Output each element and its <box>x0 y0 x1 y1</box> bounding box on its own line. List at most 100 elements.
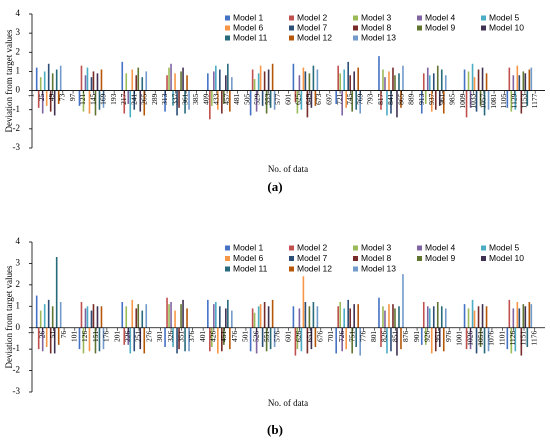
bar <box>43 71 46 91</box>
x-tick-label: 526 <box>251 330 260 342</box>
bar <box>471 63 474 91</box>
bar <box>353 304 355 328</box>
bar <box>382 306 384 328</box>
x-tick-label: 926 <box>422 330 431 342</box>
bar <box>312 65 315 91</box>
bar <box>512 75 515 91</box>
y-tick-label: 2 <box>16 46 21 56</box>
bar <box>207 299 209 328</box>
bar <box>390 90 392 114</box>
bar <box>55 69 58 91</box>
bar <box>316 306 319 328</box>
bar <box>127 90 130 104</box>
bar <box>123 90 126 114</box>
x-tick-label: 151 <box>91 330 100 342</box>
legend-swatch <box>417 15 422 21</box>
bar <box>420 90 423 114</box>
bar <box>520 90 523 114</box>
bar <box>53 327 56 354</box>
bar <box>402 65 404 91</box>
bar <box>440 306 443 328</box>
legend-label: Model 7 <box>297 253 328 263</box>
x-tick-label: 751 <box>348 330 357 342</box>
x-tick-label: 457 <box>222 93 231 105</box>
legend-label: Model 1 <box>233 12 264 22</box>
bar <box>298 75 301 91</box>
bar <box>176 90 178 116</box>
legend-label: Model 13 <box>361 32 396 42</box>
bar <box>475 327 478 354</box>
y-axis-label: Deviation from target values <box>4 265 14 369</box>
bar <box>188 90 190 110</box>
bar <box>100 69 103 91</box>
x-tick-label: 433 <box>212 93 221 105</box>
x-tick-label: 576 <box>273 330 282 342</box>
bar <box>80 65 83 91</box>
x-tick-label: 1101 <box>497 330 506 345</box>
legend-swatch <box>289 15 294 21</box>
x-tick-label: 241 <box>129 93 138 105</box>
bar <box>35 295 38 328</box>
bar <box>172 327 174 347</box>
bar <box>82 327 85 354</box>
bar <box>98 327 101 352</box>
bar <box>296 327 299 350</box>
bar <box>257 73 260 91</box>
y-tick-label: -3 <box>13 142 21 152</box>
bar <box>221 90 223 114</box>
x-tick-label: 451 <box>219 330 228 342</box>
y-tick-label: 2 <box>16 279 21 289</box>
x-tick-label: 501 <box>241 330 250 342</box>
x-tick-label: 577 <box>273 93 282 105</box>
bar <box>125 73 128 91</box>
y-tick-label: 1 <box>16 300 21 310</box>
x-tick-label: 481 <box>232 93 241 105</box>
x-tick-label: 505 <box>242 93 251 105</box>
x-tick-label: 841 <box>386 93 395 105</box>
bar <box>180 304 182 328</box>
bar <box>100 306 103 328</box>
bar <box>94 90 97 116</box>
legend-swatch <box>353 256 358 261</box>
bar <box>255 327 258 354</box>
bar <box>378 297 380 328</box>
x-tick-label: 289 <box>150 93 159 105</box>
bar <box>465 90 468 118</box>
bar <box>402 274 404 328</box>
bar <box>294 327 297 356</box>
x-tick-label: 1153 <box>520 93 529 108</box>
bar <box>465 327 468 350</box>
bar <box>135 308 138 328</box>
bar <box>41 90 44 114</box>
bar <box>88 327 91 352</box>
legend-swatch <box>289 35 294 41</box>
bar <box>400 90 402 108</box>
bar <box>292 63 295 91</box>
x-tick-label: 226 <box>123 330 132 342</box>
bar <box>215 302 217 328</box>
bar <box>467 308 470 328</box>
bar <box>133 90 136 110</box>
bar <box>339 73 341 91</box>
bar <box>487 90 490 110</box>
x-tick-label: 201 <box>112 330 121 342</box>
bar <box>310 327 313 350</box>
bar <box>39 77 42 91</box>
x-tick-label: 529 <box>253 93 262 105</box>
bar <box>41 327 44 352</box>
bar <box>516 302 519 328</box>
bar <box>223 90 225 104</box>
bar <box>481 67 484 91</box>
x-tick-label: 351 <box>176 330 185 342</box>
bar <box>396 327 398 356</box>
bar <box>357 67 359 91</box>
bar <box>335 327 337 354</box>
x-tick-label: 1177 <box>530 93 539 108</box>
bar <box>345 90 347 108</box>
bar <box>380 327 382 347</box>
bar <box>440 69 443 91</box>
bar <box>444 75 447 91</box>
x-tick-label: 697 <box>325 93 334 105</box>
bar <box>90 77 93 91</box>
bar <box>524 73 527 91</box>
